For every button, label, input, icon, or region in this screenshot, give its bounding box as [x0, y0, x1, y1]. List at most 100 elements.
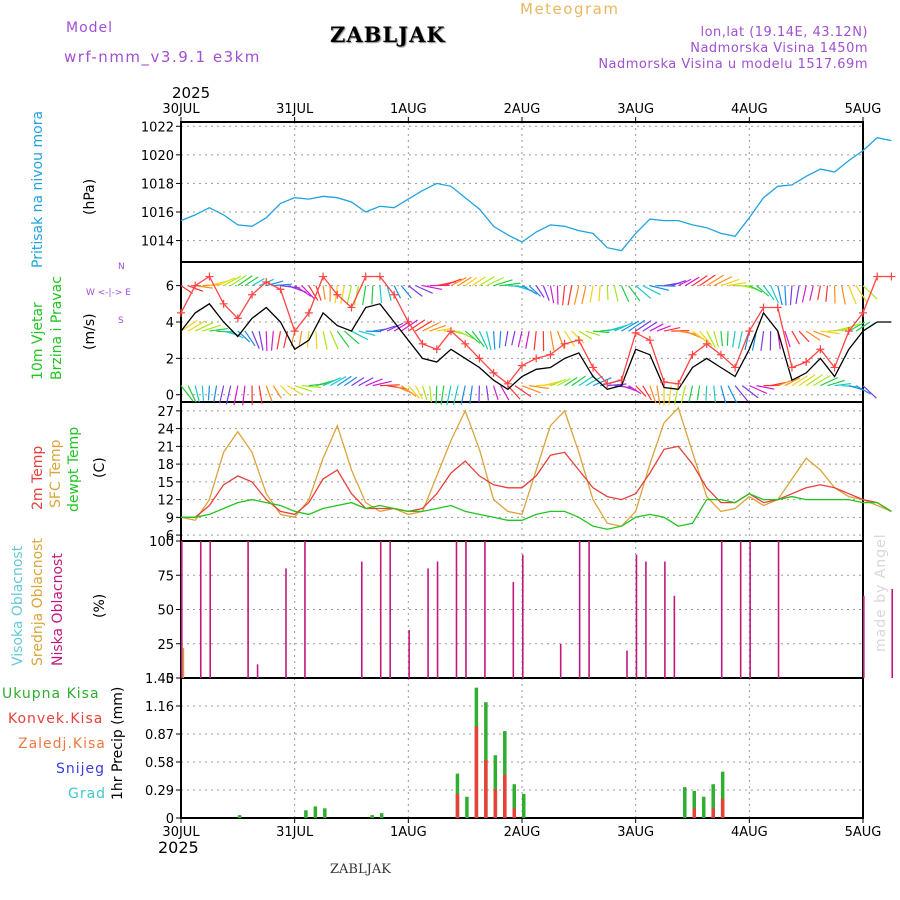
wind-arrow — [749, 385, 768, 395]
wind-arrow — [362, 285, 367, 306]
precip-conv-bar — [455, 793, 460, 818]
wind-arrow — [407, 319, 426, 332]
wind-arrow — [756, 385, 775, 390]
wind-arrow — [635, 285, 652, 299]
gust-point — [859, 308, 867, 317]
wind-arrow — [358, 377, 374, 387]
wind-arrow — [606, 285, 609, 300]
precip-total-bar — [304, 810, 308, 818]
gust-point — [731, 363, 740, 372]
wind-arrow — [784, 377, 801, 387]
gust-point — [177, 308, 185, 317]
gust-point — [631, 328, 640, 337]
precip-total-bar — [720, 771, 725, 818]
wind-arrow — [613, 285, 619, 302]
wind-arrow — [415, 285, 433, 294]
wind-arrow — [233, 385, 239, 406]
model-label: Model — [66, 20, 114, 36]
wind-arrow — [528, 285, 541, 297]
wind-arrow — [415, 320, 433, 332]
wind-arrow — [400, 285, 412, 299]
chart-type-label: Meteogram — [520, 0, 620, 18]
wind-arrow — [571, 375, 586, 387]
wind-arrow — [365, 378, 383, 387]
wind-arrow — [855, 321, 871, 332]
wind-arrow — [550, 378, 567, 387]
precip-conv-bar — [474, 726, 479, 818]
page-title: ZABLJAK — [330, 22, 446, 47]
model-name: wrf-nmm_v3.9.1 e3km — [64, 48, 261, 66]
wind-arrow — [504, 330, 509, 347]
wind-arrow — [649, 285, 670, 291]
gust-point — [503, 379, 512, 388]
gust-point — [589, 363, 598, 372]
wind-arrow — [201, 385, 205, 401]
cloud-bar-niska — [588, 541, 590, 678]
wind-arrow — [734, 385, 749, 402]
wind-arrow — [720, 385, 727, 404]
wind-arrow — [607, 383, 627, 387]
wind-arrow — [336, 330, 350, 348]
wind-arrow — [820, 330, 840, 335]
wind-arrow — [469, 385, 473, 404]
wind-arrow — [567, 285, 573, 306]
wind-arrow — [471, 330, 485, 348]
cloud-bar-niska — [199, 541, 202, 678]
pressure-line — [180, 136, 892, 252]
wind-arrow — [452, 385, 459, 406]
wind-arrow — [706, 330, 716, 348]
wind-arrow — [414, 385, 424, 400]
wind-arrow — [422, 322, 440, 332]
cloud-bar-niska — [578, 541, 581, 678]
gust-point — [787, 363, 796, 372]
x-tick-label-top: 5AUG — [845, 102, 882, 117]
wind-arrow — [315, 331, 318, 349]
y-tick-label: 4 — [166, 316, 174, 331]
wind-arrow — [585, 330, 601, 337]
wind-arrow — [727, 385, 738, 404]
wind-arrow — [670, 280, 687, 287]
wind-arrow — [514, 385, 532, 398]
gust-point — [688, 350, 697, 359]
wind-arrow — [649, 323, 664, 332]
x-tick-label-top: 2AUG — [504, 102, 541, 117]
cloud-bar-niska — [304, 541, 306, 678]
wind-arrow — [493, 385, 499, 401]
y-tick-label: 0 — [166, 672, 174, 687]
wind-arrow — [187, 385, 197, 403]
wind-arrow — [202, 324, 222, 332]
wind-arrow — [471, 276, 486, 287]
wind-arrow — [795, 285, 800, 305]
y-tick-label: 1018 — [141, 177, 174, 192]
x-tick-label-bottom: 3AUG — [617, 825, 654, 840]
wind-arrow — [713, 276, 732, 287]
gust-point — [404, 318, 413, 326]
wind-arrow — [498, 331, 502, 349]
wind-arrow — [564, 330, 576, 347]
wind-arrow — [435, 385, 438, 404]
x-tick-label-bottom: 2AUG — [504, 825, 541, 840]
gust-point — [660, 378, 669, 386]
wind-arrow — [225, 385, 232, 405]
gust-point — [333, 290, 342, 299]
wind-arrow — [635, 320, 652, 332]
precip-conv-bar — [720, 798, 725, 818]
precip-conv-bar — [512, 808, 517, 818]
gust-point — [205, 272, 214, 281]
wind-arrow — [621, 385, 638, 392]
wind-arrow — [589, 285, 594, 303]
wind-arrow — [813, 330, 831, 338]
cloud-bar-niska — [522, 554, 524, 678]
dewpt-line — [181, 492, 892, 530]
wind-arrow — [614, 322, 633, 332]
wind-arrow — [789, 285, 793, 306]
gust-point — [873, 272, 882, 281]
wind-arrow — [421, 385, 428, 401]
top-year-label: 2025 — [172, 84, 211, 102]
precip-total-bar — [237, 815, 242, 818]
temp2m-line — [181, 445, 892, 518]
wind-speed-line — [180, 302, 892, 391]
wind-arrow — [301, 385, 322, 389]
gust-point — [262, 278, 271, 286]
wind-arrow — [820, 376, 839, 387]
